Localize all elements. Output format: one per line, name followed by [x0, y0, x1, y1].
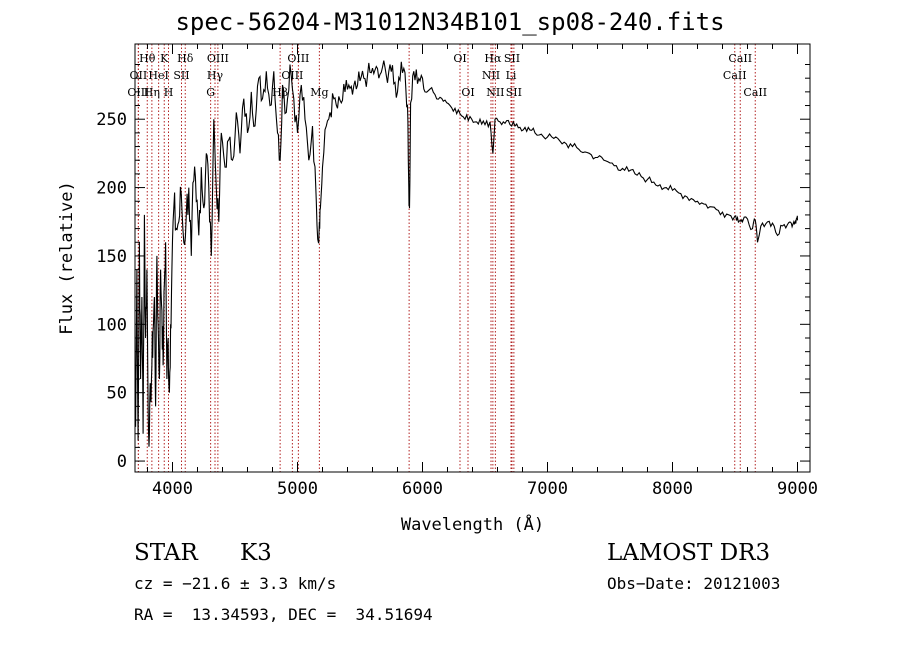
plot-frame — [134, 43, 811, 473]
line-label-18: OI — [461, 86, 474, 99]
line-label-25: CaII — [728, 52, 752, 65]
line-label-2: OIII — [127, 86, 149, 99]
observation-date: Obs−Date: 20121003 — [607, 574, 781, 593]
line-label-4: HeI — [148, 69, 168, 82]
survey-name: LAMOST DR3 — [607, 540, 771, 566]
x-tick-label: 8000 — [652, 479, 693, 499]
y-tick-label: 200 — [96, 179, 127, 199]
line-label-22: Li — [506, 69, 517, 82]
line-label-5: Hη — [144, 86, 160, 99]
sky-coordinates: RA = 13.34593, DEC = 34.51694 — [134, 605, 433, 624]
y-tick-label: 250 — [96, 110, 127, 130]
y-tick-label: 100 — [96, 315, 127, 335]
axes: 4000 5000 6000 7000 8000 9000 0 50 100 150 200 250 — [96, 44, 818, 499]
chart-title: spec-56204-M31012N34B101_sp08-240.fits — [175, 8, 725, 36]
line-label-13: OIII — [287, 52, 309, 65]
line-label-8: Hδ — [177, 52, 194, 65]
line-label-11: G — [206, 86, 215, 99]
line-label-9: OIII — [207, 52, 229, 65]
line-label-1: OII — [130, 69, 148, 82]
x-tick-label: 6000 — [402, 479, 443, 499]
line-label-3: K — [160, 52, 169, 65]
x-tick-label: 9000 — [777, 479, 818, 499]
spectral-line-markers — [137, 44, 756, 472]
line-label-7: H — [164, 86, 174, 99]
line-label-10: Hγ — [207, 69, 224, 82]
line-label-23: NII — [486, 86, 504, 99]
line-label-19: Hα — [484, 52, 502, 65]
x-tick-label: 4000 — [152, 479, 193, 499]
x-tick-label: 7000 — [527, 479, 568, 499]
line-label-17: OI — [453, 52, 466, 65]
spectrum-series — [135, 60, 799, 447]
object-subclass: K3 — [240, 540, 272, 566]
redshift-velocity: cz = −21.6 ± 3.3 km/s — [134, 574, 337, 593]
line-label-20: SII — [504, 52, 520, 65]
line-label-27: CaII — [743, 86, 767, 99]
y-tick-label: 50 — [107, 384, 127, 404]
line-label-6: SII — [173, 69, 189, 82]
y-tick-label: 150 — [96, 247, 127, 267]
x-tick-label: 5000 — [277, 479, 318, 499]
line-label-0: Hθ — [139, 52, 156, 65]
line-label-14: OIII — [281, 69, 303, 82]
line-label-24: SII — [506, 86, 522, 99]
x-axis-label: Wavelength (Å) — [401, 513, 544, 535]
line-label-26: CaII — [723, 69, 747, 82]
object-class: STAR — [134, 540, 198, 566]
line-label-15: Mg — [310, 86, 328, 99]
line-label-21: NII — [482, 69, 500, 82]
y-tick-label: 0 — [117, 452, 127, 472]
y-axis-label: Flux (relative) — [57, 181, 77, 335]
